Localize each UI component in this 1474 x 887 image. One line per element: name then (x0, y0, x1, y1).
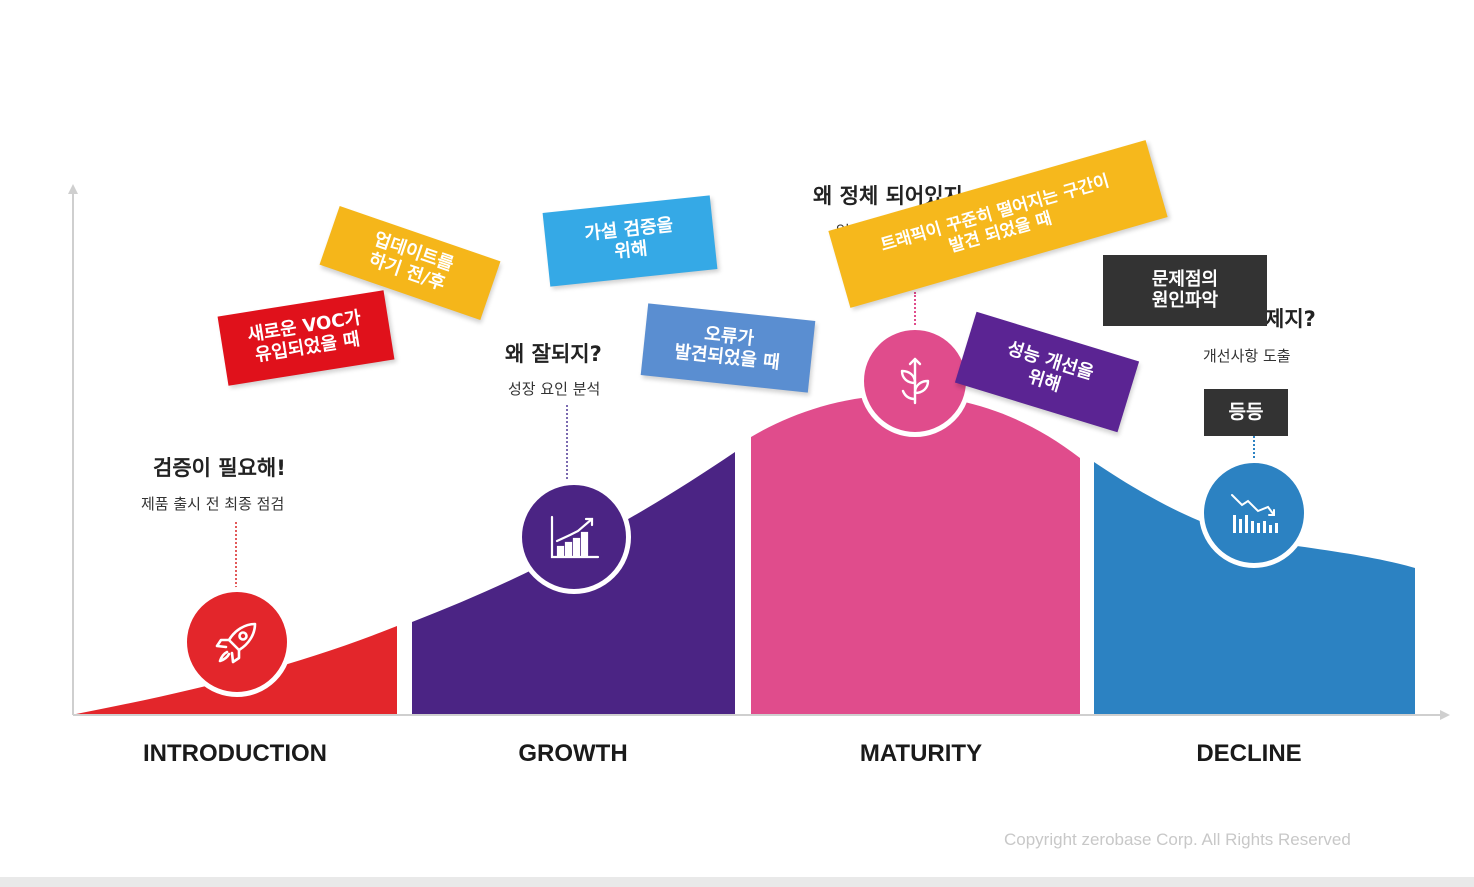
copyright-text: Copyright zerobase Corp. All Rights Rese… (1004, 830, 1351, 849)
introduction-heading: 검증이 필요해! (153, 456, 286, 480)
introduction-connector (235, 522, 237, 592)
stage-label-maturity: MATURITY (859, 740, 983, 767)
growth-heading: 왜 잘되지? (505, 342, 602, 366)
decline-connector (1253, 436, 1255, 462)
introduction-subtitle: 제품 출시 전 최종 점검 (141, 495, 285, 513)
maturity-segment (751, 394, 1080, 714)
growth-chart-icon (550, 515, 600, 559)
etc-tag: 등등 (1204, 389, 1288, 436)
introduction-segment (76, 626, 397, 714)
maturity-connector (914, 292, 916, 332)
decline-icon-circle (1199, 458, 1309, 568)
growth-connector (566, 405, 568, 483)
decline-subtitle: 개선사항 도출 (1203, 347, 1291, 365)
decline-heading: 제지? (1265, 307, 1316, 331)
introduction-icon-circle (182, 587, 292, 697)
root-cause-tag: 문제점의 원인파악 (1103, 255, 1267, 326)
stage-label-growth: GROWTH (518, 740, 628, 767)
rocket-icon (215, 622, 257, 664)
x-axis-arrow (1440, 710, 1450, 720)
growth-subtitle: 성장 요인 분석 (508, 380, 601, 398)
declining-chart-icon (1231, 494, 1278, 533)
y-axis-arrow (68, 184, 78, 194)
stage-label-decline: DECLINE (1196, 740, 1302, 767)
stage-label-introduction: INTRODUCTION (143, 740, 327, 767)
sprout-icon (900, 357, 930, 405)
decline-segment (1094, 462, 1415, 714)
bottom-bar (0, 877, 1474, 887)
growth-icon-circle (517, 480, 631, 594)
